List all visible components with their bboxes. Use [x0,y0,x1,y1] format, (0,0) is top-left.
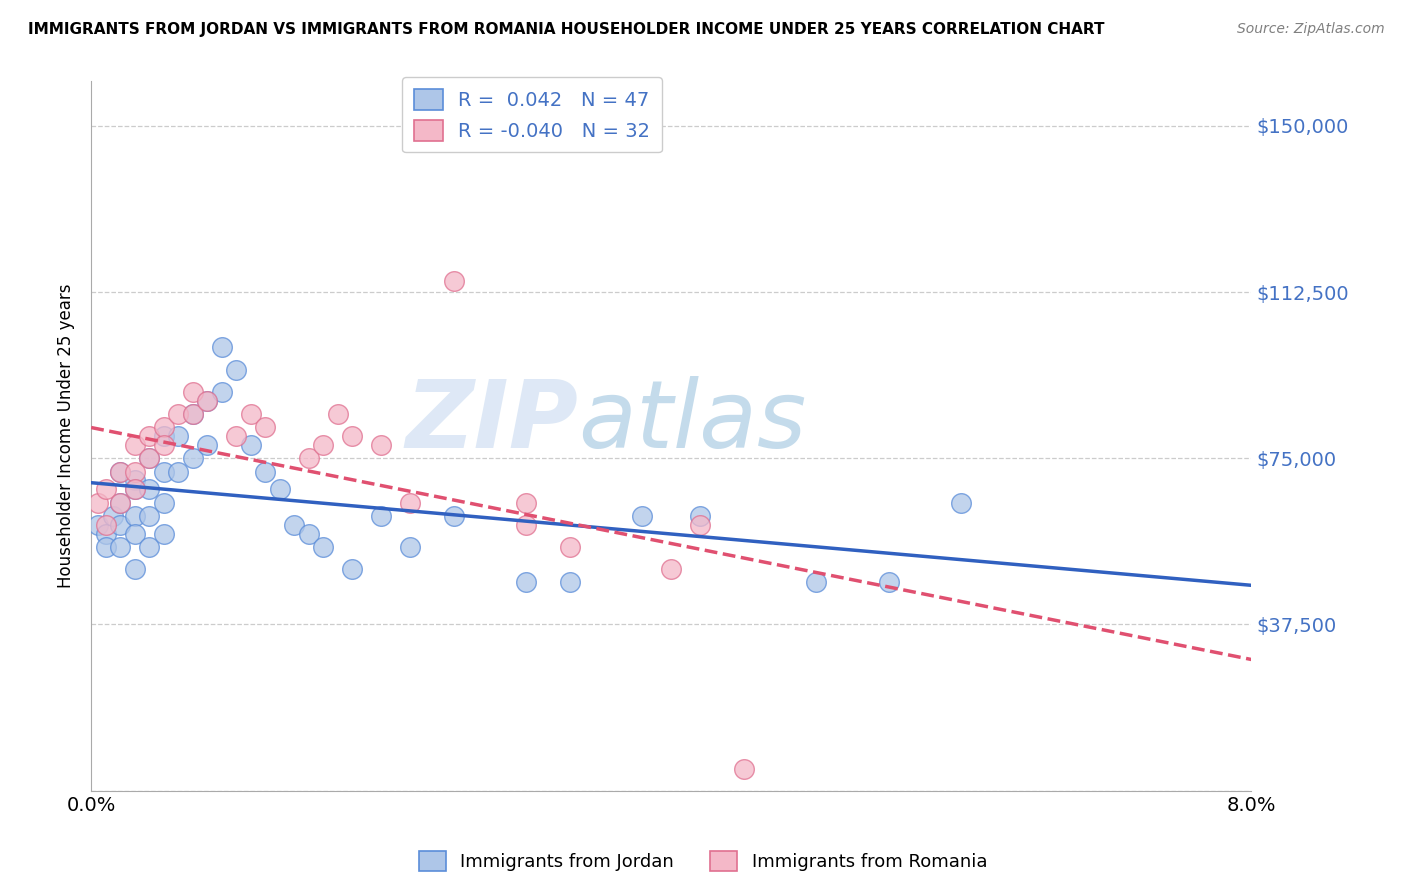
Legend: R =  0.042   N = 47, R = -0.040   N = 32: R = 0.042 N = 47, R = -0.040 N = 32 [402,77,662,153]
Point [312,540,335,554]
Point [167,429,190,443]
Point [733,762,755,776]
Point [94,526,117,541]
Point [225,362,247,376]
Point [124,474,146,488]
Point [195,393,218,408]
Point [806,575,828,590]
Point [181,407,204,421]
Point [124,526,146,541]
Y-axis label: Householder Income Under 25 years: Householder Income Under 25 years [58,284,75,589]
Point [167,465,190,479]
Point [269,483,291,497]
Point [181,451,204,466]
Point [326,407,349,421]
Point [195,393,218,408]
Legend: Immigrants from Jordan, Immigrants from Romania: Immigrants from Jordan, Immigrants from … [412,844,994,879]
Point [108,517,131,532]
Point [181,407,204,421]
Point [283,517,305,532]
Point [152,429,174,443]
Point [124,483,146,497]
Point [108,465,131,479]
Point [87,517,110,532]
Point [558,540,581,554]
Text: ZIP: ZIP [405,376,578,468]
Point [124,562,146,576]
Point [108,465,131,479]
Point [631,508,654,523]
Point [340,429,363,443]
Point [340,562,363,576]
Point [298,451,321,466]
Point [152,465,174,479]
Text: IMMIGRANTS FROM JORDAN VS IMMIGRANTS FROM ROMANIA HOUSEHOLDER INCOME UNDER 25 YE: IMMIGRANTS FROM JORDAN VS IMMIGRANTS FRO… [28,22,1105,37]
Point [94,517,117,532]
Point [225,429,247,443]
Point [152,438,174,452]
Point [138,429,160,443]
Point [181,384,204,399]
Point [689,517,711,532]
Point [152,495,174,509]
Point [138,508,160,523]
Point [558,575,581,590]
Point [399,540,422,554]
Point [515,517,537,532]
Point [138,451,160,466]
Point [443,508,465,523]
Point [659,562,682,576]
Point [108,495,131,509]
Point [101,508,124,523]
Point [443,274,465,288]
Point [87,495,110,509]
Point [239,438,262,452]
Point [254,420,277,434]
Point [370,508,392,523]
Point [211,340,233,354]
Point [152,420,174,434]
Point [167,407,190,421]
Point [108,495,131,509]
Point [108,540,131,554]
Point [689,508,711,523]
Point [312,438,335,452]
Text: Source: ZipAtlas.com: Source: ZipAtlas.com [1237,22,1385,37]
Point [138,483,160,497]
Point [399,495,422,509]
Point [195,438,218,452]
Point [138,540,160,554]
Point [94,540,117,554]
Point [877,575,900,590]
Point [515,495,537,509]
Point [138,451,160,466]
Point [370,438,392,452]
Point [950,495,973,509]
Point [298,526,321,541]
Point [94,483,117,497]
Point [515,575,537,590]
Point [124,508,146,523]
Point [239,407,262,421]
Point [254,465,277,479]
Point [211,384,233,399]
Text: atlas: atlas [578,376,807,467]
Point [124,438,146,452]
Point [124,465,146,479]
Point [152,526,174,541]
Point [124,483,146,497]
